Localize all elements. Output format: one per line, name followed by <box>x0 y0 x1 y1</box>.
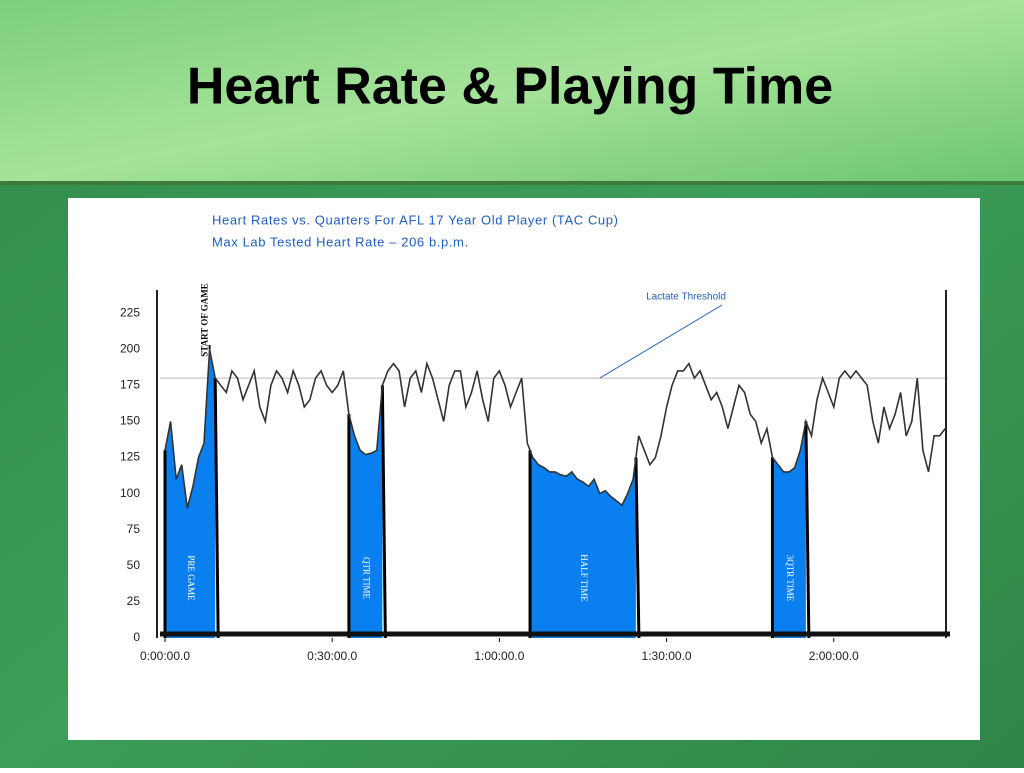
heart-rate-line <box>164 349 946 509</box>
period-label: QTR TIME <box>362 557 372 600</box>
chart-subtitle: Max Lab Tested Heart Rate – 206 b.p.m. <box>212 234 469 249</box>
chart-title: Heart Rates vs. Quarters For AFL 17 Year… <box>212 212 619 227</box>
x-tick-label: 0:00:00.0 <box>140 649 190 663</box>
shaded-period <box>165 349 216 638</box>
x-tick-label: 1:30:00.0 <box>642 649 692 663</box>
y-tick-label: 150 <box>120 414 140 428</box>
annotation: START OF GAME <box>200 283 210 357</box>
y-tick-label: 75 <box>127 522 141 536</box>
slide-title: Heart Rate & Playing Time <box>187 58 833 116</box>
y-tick-label: 100 <box>120 486 140 500</box>
period-edge <box>213 378 220 639</box>
period-edge <box>634 457 641 639</box>
x-tick-label: 2:00:00.0 <box>809 649 859 663</box>
y-tick-label: 225 <box>120 305 140 319</box>
chart-panel <box>68 198 980 740</box>
x-tick-label: 1:00:00.0 <box>474 649 524 663</box>
period-label: HALF TIME <box>579 554 589 602</box>
title-rule <box>0 181 1024 185</box>
y-tick-label: 25 <box>127 594 141 608</box>
y-tick-label: 175 <box>120 377 140 391</box>
x-tick-label: 0:30:00.0 <box>307 649 357 663</box>
period-edge <box>380 385 387 639</box>
shaded-period <box>530 450 636 638</box>
shaded-period <box>348 385 383 638</box>
period-label: 3QTR TIME <box>785 555 795 602</box>
title-band <box>0 0 1024 183</box>
y-tick-label: 50 <box>127 558 141 572</box>
threshold-pointer <box>599 304 723 379</box>
plot: 0 25 50 75 100 125 150 175 200 225 0:00:00.0 0:30:0… <box>120 283 950 663</box>
period-edge <box>804 421 811 639</box>
y-tick-label: 125 <box>120 450 140 464</box>
period-label: PRE GAME <box>186 555 196 601</box>
shaded-period <box>772 421 806 638</box>
y-tick-label: 0 <box>133 630 140 644</box>
y-tick-label: 200 <box>120 341 140 355</box>
threshold-label: Lactate Threshold <box>646 292 726 303</box>
